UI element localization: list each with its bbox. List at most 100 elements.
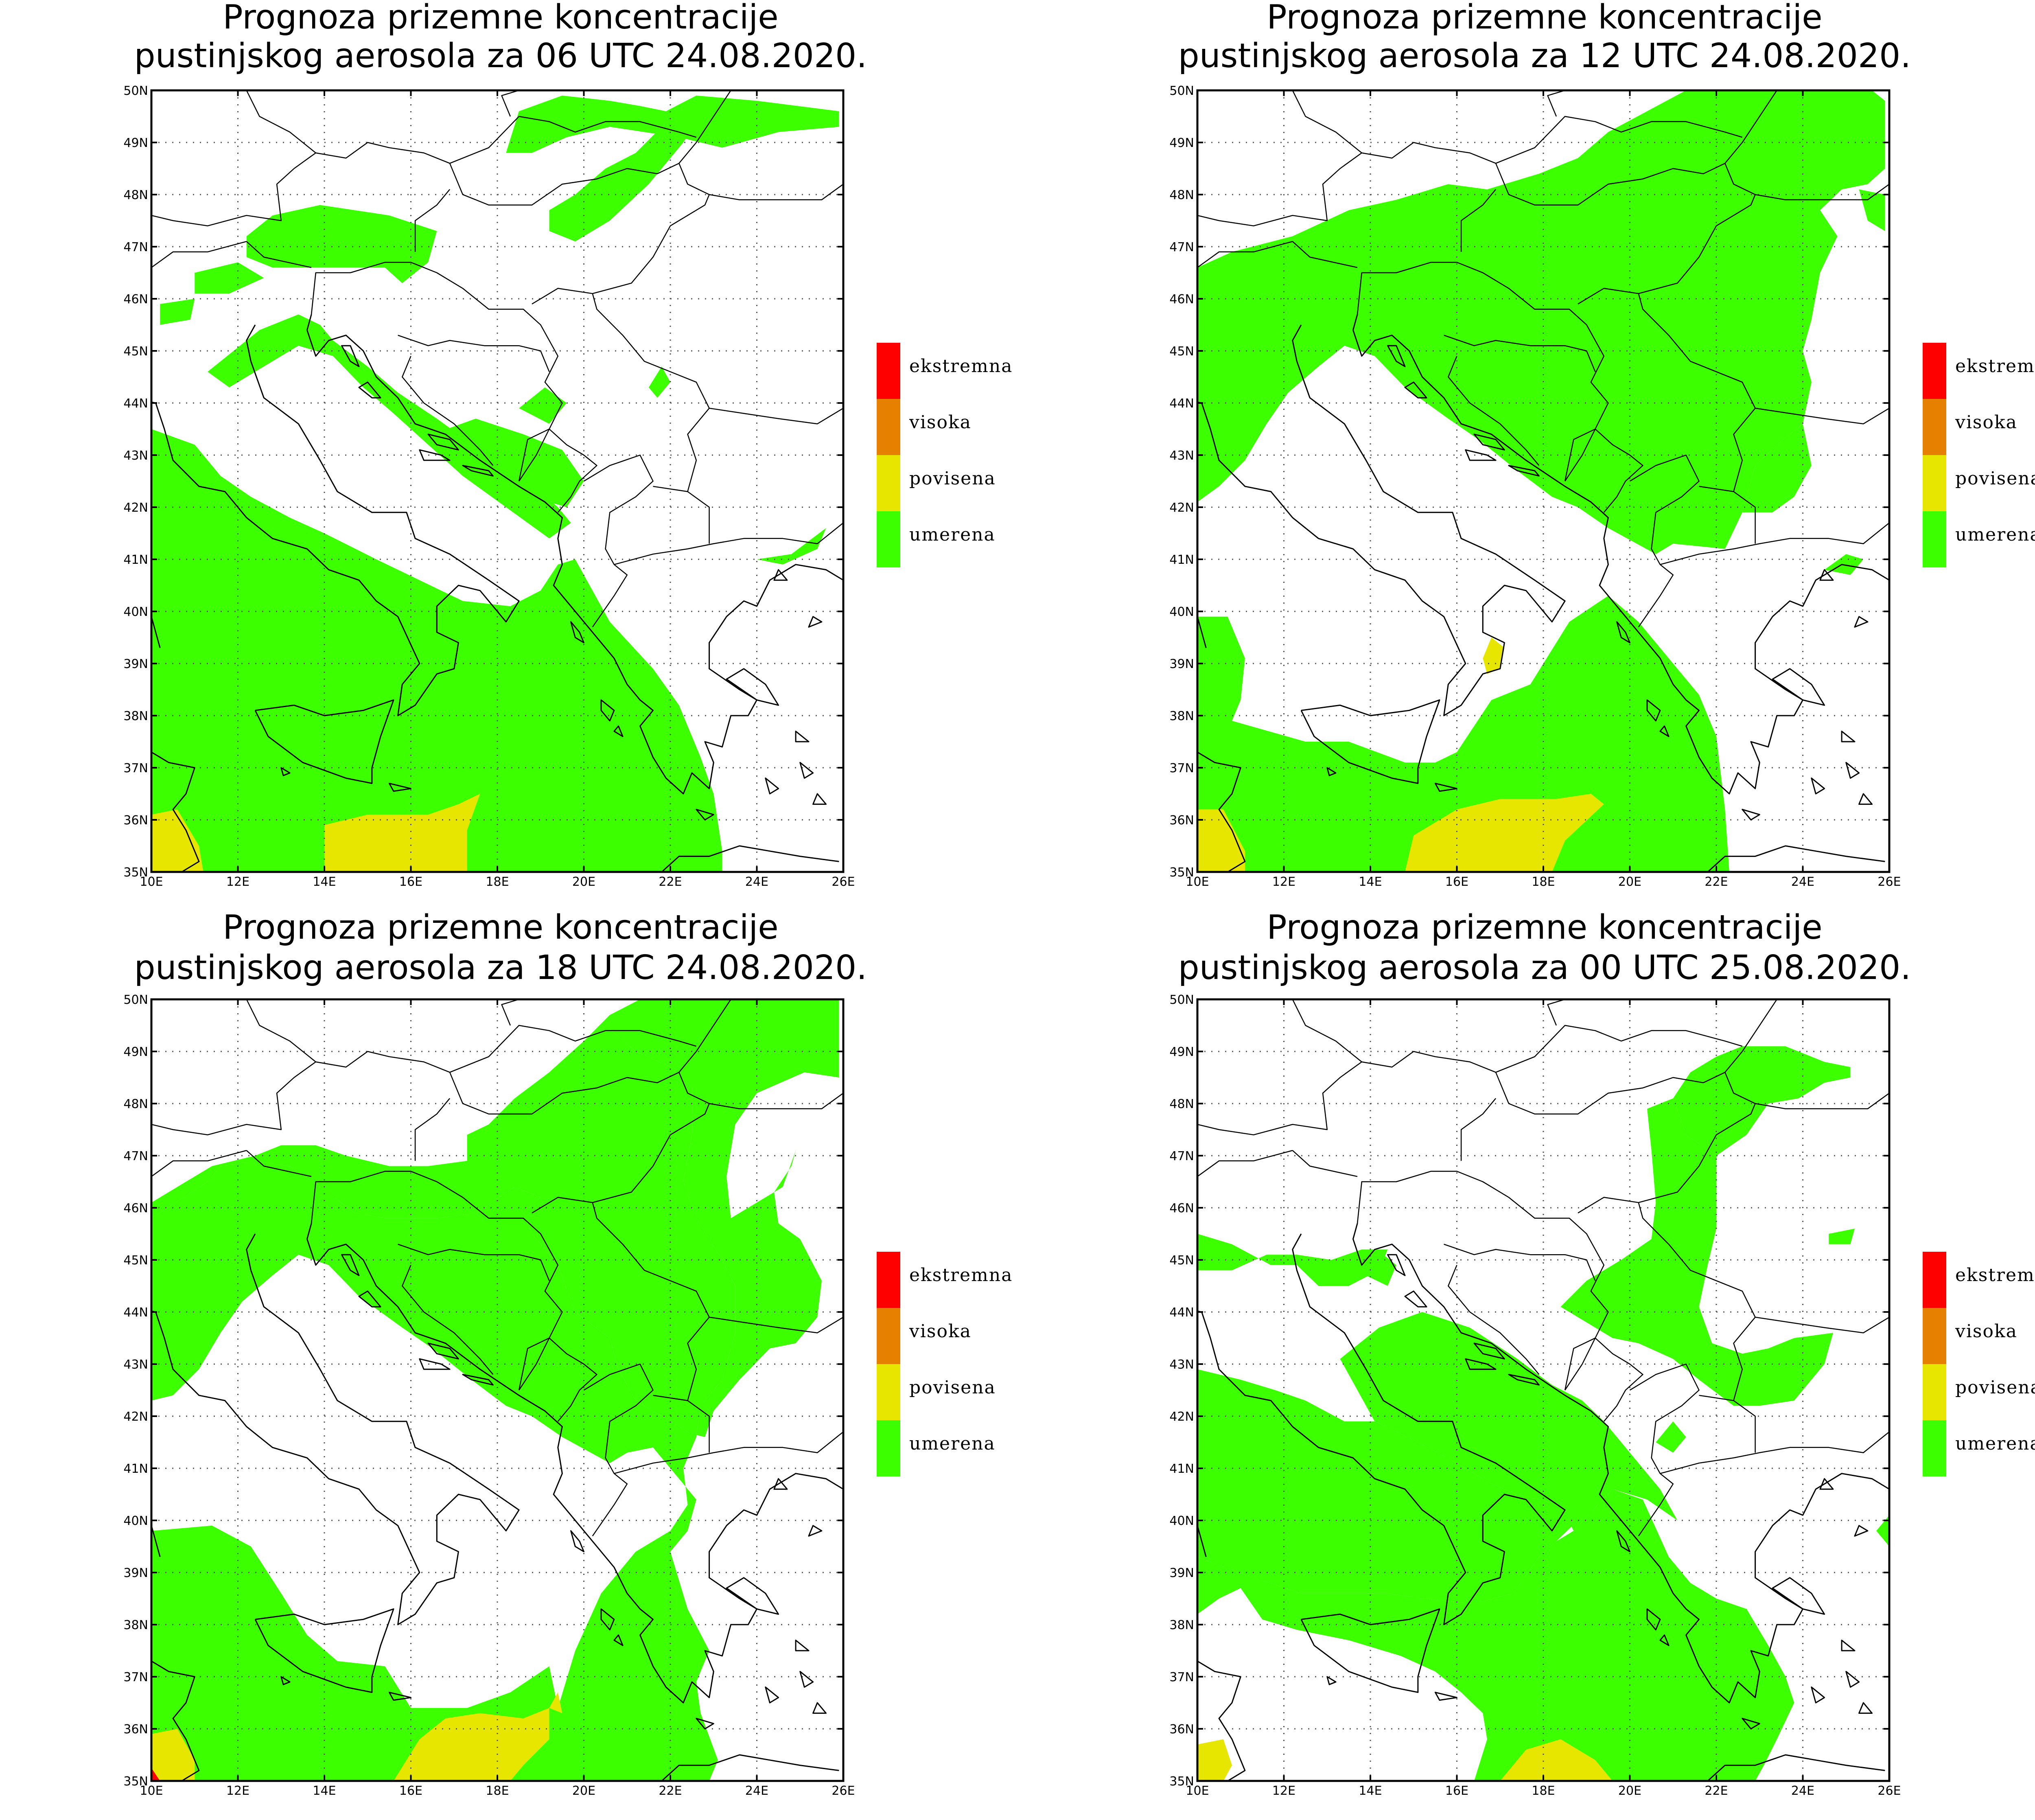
panel-p18: Prognoza prizemne koncentracijepustinjsk…: [123, 908, 1012, 1798]
panel-title-line2: pustinjskog aerosola za 00 UTC 25.08.202…: [1178, 948, 1911, 987]
island-outline: [1854, 616, 1869, 628]
legend-label-povisena: povisena: [1955, 468, 2035, 489]
coastline: [1707, 845, 1885, 872]
country-border: [449, 116, 697, 164]
lat-tick-label: 38N: [1169, 709, 1194, 723]
island-outline: [427, 434, 459, 451]
legend-swatch-povisena: [877, 455, 900, 511]
lat-tick-label: 35N: [1169, 1774, 1194, 1789]
lon-tick-label: 16E: [1445, 875, 1468, 889]
island-outline: [1858, 793, 1873, 805]
lat-tick-label: 39N: [1169, 1566, 1194, 1580]
lat-tick-label: 36N: [123, 1722, 148, 1737]
lat-tick-label: 50N: [123, 84, 148, 98]
legend-swatch-visoka: [877, 399, 900, 455]
lon-tick-label: 22E: [659, 875, 682, 889]
country-border: [1444, 1244, 1596, 1281]
country-border: [398, 1244, 550, 1281]
concentration-region-umerena: [1197, 330, 1345, 502]
legend-swatch-ekstremna: [1923, 1252, 1946, 1308]
country-border: [414, 189, 451, 252]
concentration-region-povisena: [1500, 1739, 1613, 1781]
lon-tick-label: 20E: [1618, 875, 1641, 889]
island-outline: [1434, 782, 1457, 792]
country-border: [519, 428, 597, 513]
country-border: [311, 262, 563, 482]
lon-tick-label: 14E: [1359, 875, 1382, 889]
country-border: [246, 999, 450, 1073]
legend-label-visoka: visoka: [909, 1321, 972, 1342]
island-outline: [613, 1634, 624, 1646]
island-outline: [570, 1530, 584, 1553]
country-border: [1547, 999, 1565, 1026]
country-border: [246, 90, 450, 164]
country-border: [151, 152, 316, 227]
country-border: [1460, 1098, 1497, 1161]
island-outline: [388, 782, 411, 792]
island-outline: [1811, 1686, 1825, 1704]
island-outline: [795, 730, 810, 742]
island-outline: [358, 1290, 381, 1308]
island-outline: [696, 1717, 714, 1730]
legend-swatch-povisena: [877, 1364, 900, 1420]
country-border: [449, 1025, 697, 1073]
lat-tick-label: 46N: [1169, 1201, 1194, 1216]
lat-tick-label: 45N: [1169, 344, 1194, 359]
island-outline: [726, 668, 779, 706]
lat-tick-label: 37N: [1169, 1670, 1194, 1684]
island-outline: [765, 777, 779, 795]
coastline: [306, 1223, 843, 1704]
lat-tick-label: 49N: [1169, 1045, 1194, 1059]
legend-label-visoka: visoka: [909, 412, 972, 433]
lat-tick-label: 47N: [123, 240, 148, 254]
concentration-region-povisena: [394, 1708, 549, 1781]
lon-tick-label: 24E: [1791, 1784, 1814, 1798]
legend-label-umerena: umerena: [1955, 524, 2035, 545]
concentration-region-umerena: [208, 314, 571, 539]
coastline: [151, 1233, 520, 1625]
island-outline: [1508, 465, 1540, 477]
lat-tick-label: 36N: [123, 813, 148, 828]
concentration-region-umerena: [519, 387, 567, 424]
legend-swatch-umerena: [1923, 511, 1946, 567]
concentration-region-umerena: [1197, 1234, 1388, 1286]
panel-title-line2: pustinjskog aerosola za 12 UTC 24.08.202…: [1178, 37, 1911, 75]
concentration-region-umerena: [1197, 1489, 1794, 1781]
country-border: [1197, 241, 1293, 268]
panel-title-line1: Prognoza prizemne koncentracije: [1267, 908, 1822, 947]
legend-label-umerena: umerena: [909, 524, 996, 545]
country-border: [614, 522, 843, 565]
lat-tick-label: 50N: [1169, 993, 1194, 1007]
country-border: [1292, 90, 1496, 164]
country-border: [653, 486, 710, 544]
country-border: [1699, 1395, 1756, 1453]
country-border: [709, 407, 843, 425]
legend-swatch-umerena: [1923, 1420, 1946, 1476]
country-border: [151, 241, 247, 268]
lat-tick-label: 43N: [1169, 1358, 1194, 1372]
coastline: [254, 1608, 394, 1693]
island-outline: [419, 449, 451, 461]
legend-label-ekstremna: ekstremna: [1955, 1265, 2035, 1286]
panel-title-line2: pustinjskog aerosola za 06 UTC 24.08.202…: [134, 37, 867, 75]
concentration-region-povisena: [1197, 809, 1245, 872]
concentration-region-umerena: [1876, 1515, 1889, 1546]
country-border: [402, 356, 494, 466]
lat-tick-label: 45N: [1169, 1253, 1194, 1268]
lon-tick-label: 10E: [1186, 1784, 1209, 1798]
panel-p12: Prognoza prizemne koncentracijepustinjsk…: [1169, 0, 2035, 889]
map-area: [151, 90, 843, 872]
concentration-region-umerena: [1197, 1369, 1578, 1604]
country-border: [1448, 356, 1540, 466]
lon-tick-label: 10E: [140, 875, 163, 889]
lat-tick-label: 44N: [1169, 396, 1194, 411]
country-border: [1448, 1265, 1540, 1375]
island-outline: [1473, 1343, 1505, 1360]
island-outline: [773, 569, 788, 581]
lat-tick-label: 39N: [123, 1566, 148, 1580]
coastline: [1197, 564, 1207, 648]
lat-tick-label: 38N: [123, 709, 148, 723]
island-outline: [358, 381, 381, 399]
coastline: [151, 324, 520, 716]
coastline: [1197, 1233, 1566, 1625]
